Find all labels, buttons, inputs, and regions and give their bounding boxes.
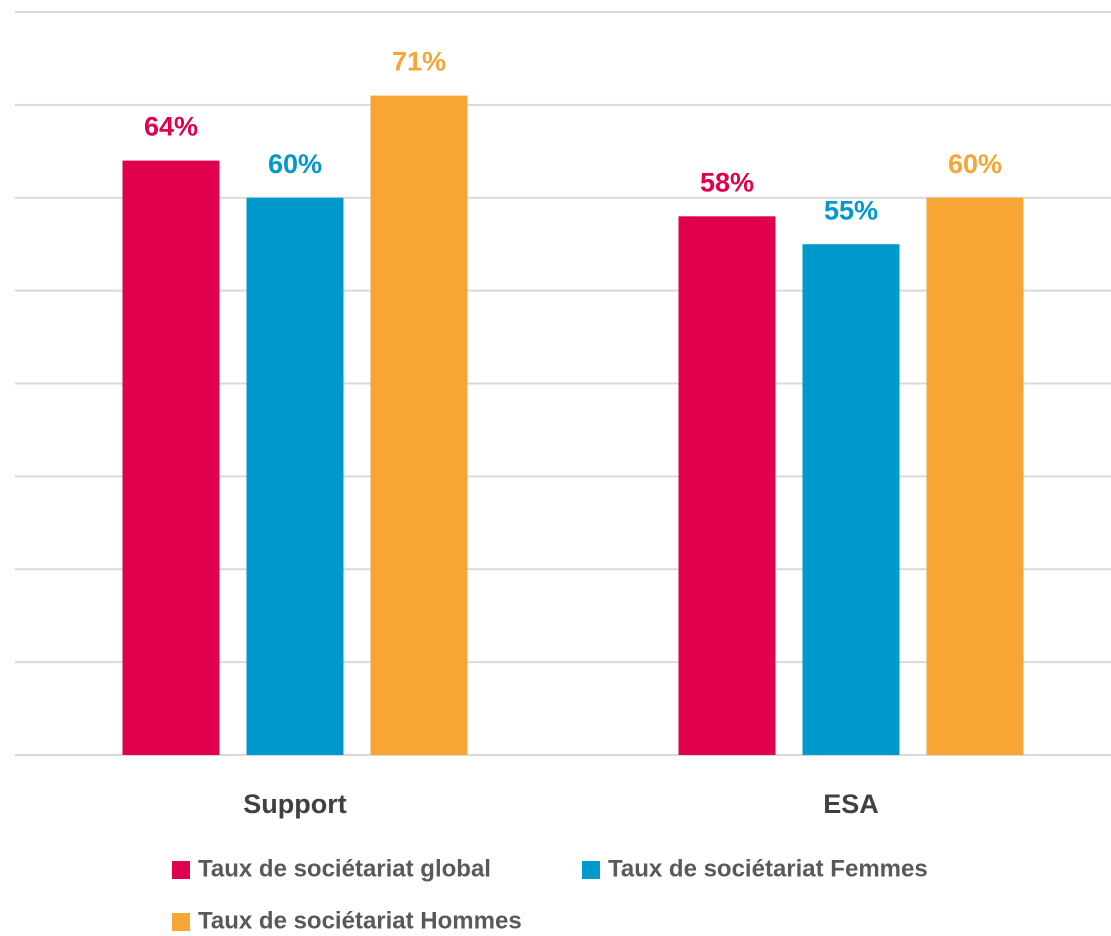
bar: [802, 244, 900, 755]
legend-swatch: [172, 861, 190, 879]
legend-label: Taux de sociétariat global: [198, 855, 491, 882]
bar: [246, 197, 344, 755]
x-tick-label: Support: [243, 789, 346, 819]
bar: [370, 95, 468, 755]
value-label: 64%: [144, 112, 198, 142]
legend-swatch: [582, 861, 600, 879]
bar: [678, 216, 776, 755]
legend-label: Taux de sociétariat Hommes: [198, 907, 522, 934]
value-label: 60%: [948, 149, 1002, 179]
value-label: 58%: [700, 167, 754, 197]
value-label: 71%: [392, 47, 446, 77]
value-label: 60%: [268, 149, 322, 179]
value-label: 55%: [824, 195, 878, 225]
bar: [122, 160, 220, 756]
legend-label: Taux de sociétariat Femmes: [608, 855, 928, 882]
bar: [926, 197, 1024, 755]
x-tick-label: ESA: [823, 789, 879, 819]
legend-swatch: [172, 913, 190, 931]
